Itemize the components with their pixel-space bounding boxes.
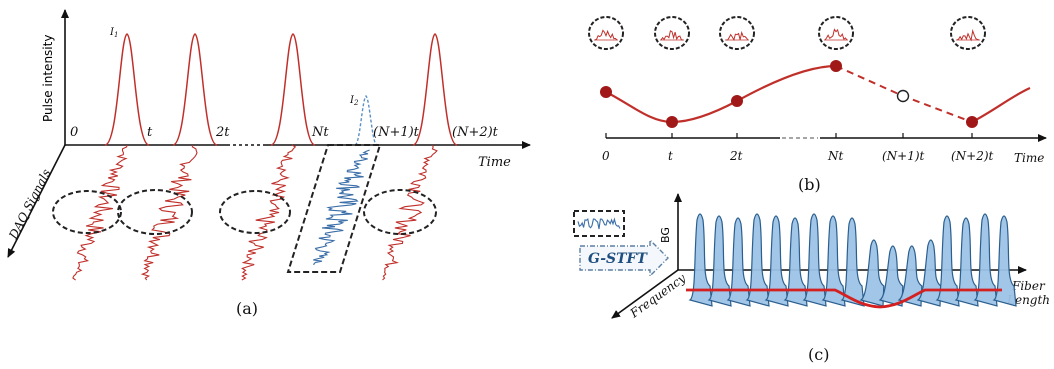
panel-b-data-point — [600, 86, 612, 98]
panel-c-spectrum — [916, 239, 942, 307]
panel-b-data-point — [966, 116, 978, 128]
panel-b-time-label: 0 — [602, 149, 610, 163]
panel-a-time-label: (N+1)t — [373, 125, 420, 140]
panel-a-daq-trace — [241, 144, 297, 281]
panel-c-bfs-profile — [686, 288, 1002, 309]
panel-c-spectrum — [973, 213, 998, 307]
panel-a-highlight-ellipse — [219, 190, 291, 234]
panel-c-brillouin-spectra — [688, 213, 1017, 307]
panel-b-missing-point — [896, 89, 910, 103]
panel-c-signal-trace — [577, 217, 621, 230]
panel-b-time-label: Nt — [827, 149, 844, 163]
panel-c-method-label: G-STFT — [588, 251, 648, 267]
panel-b-time-label: 2t — [729, 149, 743, 163]
panel-b-data-point — [830, 60, 842, 72]
panel-b-x-axis-label: Time — [1014, 151, 1044, 165]
panel-a-pulse — [270, 33, 316, 146]
panel-b-time-label: (N+2)t — [951, 149, 994, 163]
panel-a-depth-axis — [7, 144, 66, 258]
panel-b-caption: (b) — [798, 175, 821, 194]
panel-b-spectrum-bubble — [950, 16, 986, 50]
panel-b-spectrum-bubble — [654, 16, 690, 50]
panel-c-y-axis-label: BG — [659, 227, 672, 243]
panel-c-spectrum — [783, 217, 808, 307]
panel-a-time-label: (N+2)t — [452, 125, 499, 140]
panel-c-depth-axis-label: Frequency — [627, 271, 689, 321]
panel-a-pulse-label-2: I2 — [349, 95, 359, 107]
panel-c-spectrum — [688, 213, 713, 307]
panel-b-spectrum-bubble — [719, 16, 755, 50]
panel-a-daq-trace — [140, 144, 198, 281]
panel-b: 0 t 2t Nt (N+1)t (N+2)t Time (b) — [588, 16, 1047, 194]
panel-c-spectrum — [764, 215, 789, 307]
panel-a-y-axis-label: Pulse intensity — [41, 35, 55, 122]
panel-a-missing-signal-box — [286, 144, 382, 273]
panel-c-spectrum — [745, 213, 770, 307]
panel-c: G-STFT BG Frequency Fiber Length (c) — [573, 193, 1050, 364]
panel-b-spectrum-bubble — [588, 16, 624, 50]
panel-a-missing-pulse — [354, 95, 378, 146]
panel-a-highlight-ellipse — [117, 189, 193, 235]
panel-b-time-label: t — [668, 149, 673, 163]
panel-a-pulse-label-1: I1 — [109, 27, 118, 39]
panel-a-daq-trace — [72, 144, 128, 281]
panel-a-x-axis-label: Time — [478, 155, 511, 170]
panel-a-pulse — [412, 33, 458, 146]
panel-a-pulse — [172, 33, 218, 146]
panel-c-spectrum — [992, 215, 1017, 307]
panel-c-spectrum — [840, 217, 865, 307]
panel-a-time-label: Nt — [311, 125, 329, 140]
panel-c-gstft-arrow — [579, 238, 669, 278]
panel-c-x-axis-label: Length — [1006, 293, 1050, 307]
panel-c-spectrum — [897, 245, 923, 307]
panel-a: Pulse intensity Time DAQ Signals 0 t 2t … — [6, 9, 531, 318]
panel-c-spectrum — [821, 215, 846, 307]
panel-a-highlight-ellipse — [363, 189, 437, 235]
panel-a-daq-traces — [72, 144, 438, 281]
panel-a-pulse — [104, 33, 150, 146]
panel-c-spectrum — [935, 215, 960, 307]
panel-c-spectrum — [726, 217, 751, 307]
panel-c-spectrum — [878, 245, 904, 307]
panel-b-data-point — [731, 95, 743, 107]
panel-b-curve — [605, 64, 837, 124]
panel-c-x-axis-label: Fiber — [1011, 279, 1046, 293]
panel-a-time-label: 0 — [70, 125, 78, 140]
panel-b-time-label: (N+1)t — [882, 149, 925, 163]
panel-c-spectrum — [802, 213, 827, 307]
panel-a-daq-trace — [313, 149, 370, 266]
panel-a-depth-axis-label: DAQ Signals — [6, 167, 54, 242]
panel-c-caption: (c) — [808, 345, 829, 364]
panel-b-spectrum-bubbles — [588, 16, 986, 50]
panel-a-daq-trace — [382, 144, 438, 281]
panel-c-depth-axis — [611, 269, 679, 319]
panel-a-time-label: 2t — [215, 125, 230, 140]
panel-c-spectrum — [859, 239, 885, 307]
panel-a-time-label: t — [147, 125, 153, 140]
panel-c-spectrum — [954, 217, 979, 307]
panel-a-highlight-ellipse — [52, 190, 122, 234]
panel-c-spectrum — [707, 215, 732, 307]
panel-b-curve — [971, 86, 1031, 123]
panel-b-spectrum-bubble — [818, 16, 854, 50]
panel-a-caption: (a) — [236, 299, 258, 318]
panel-b-data-point — [666, 116, 678, 128]
